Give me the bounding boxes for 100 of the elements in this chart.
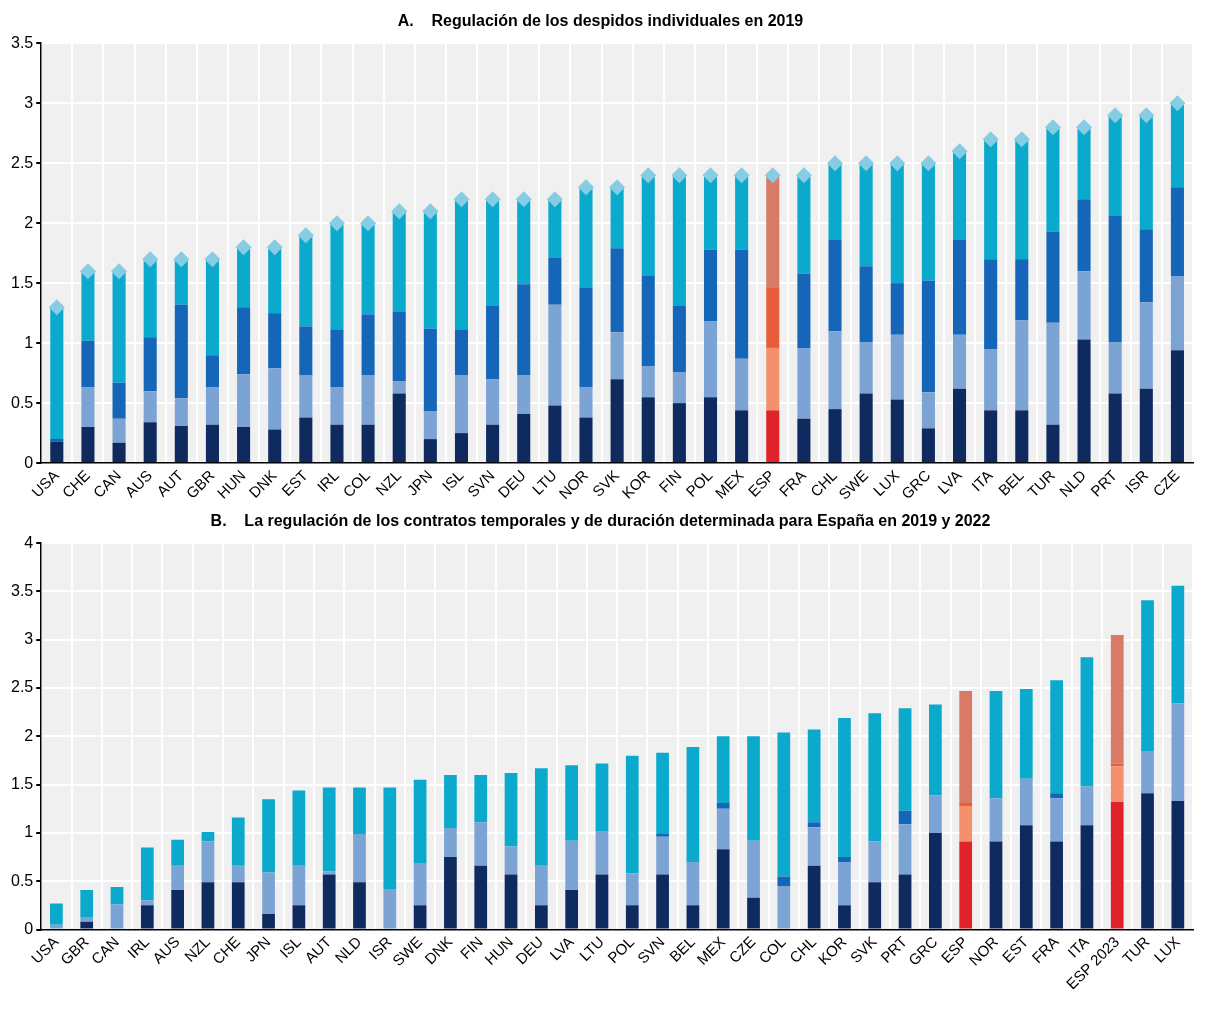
bar	[330, 223, 344, 330]
point	[546, 191, 563, 208]
point	[795, 167, 812, 184]
bar	[959, 841, 973, 929]
bar	[656, 874, 669, 929]
bar	[534, 865, 548, 906]
bar	[828, 331, 842, 410]
bar	[1139, 115, 1153, 230]
point	[640, 167, 657, 184]
bar	[454, 433, 469, 463]
bar	[641, 275, 655, 366]
bar	[1108, 215, 1122, 342]
bar	[672, 175, 686, 306]
bar	[1171, 703, 1185, 802]
point	[422, 203, 439, 220]
bar	[766, 287, 780, 348]
point	[1107, 107, 1124, 124]
bar	[474, 865, 488, 929]
x-tick-label: ISR	[1121, 466, 1152, 497]
y-tick-label: 0.5	[10, 393, 34, 411]
bar	[110, 887, 124, 905]
bar	[504, 773, 518, 847]
bar	[686, 746, 700, 862]
bar	[423, 439, 437, 463]
bar	[1110, 766, 1124, 803]
bar	[383, 787, 397, 889]
bar	[716, 736, 730, 803]
bar	[595, 831, 609, 875]
bar	[1046, 424, 1060, 463]
bar	[747, 736, 760, 841]
bar	[205, 387, 219, 425]
bar	[625, 755, 639, 874]
bar	[262, 914, 275, 929]
bar	[984, 410, 998, 463]
bar	[174, 425, 188, 463]
bar	[231, 865, 245, 883]
bar	[353, 882, 366, 929]
y-tick-label: 1.5	[10, 775, 34, 793]
bar	[1046, 322, 1060, 425]
bar	[231, 817, 245, 866]
bar	[140, 847, 154, 901]
bar	[1110, 802, 1124, 929]
point	[515, 191, 532, 208]
bar	[625, 873, 639, 906]
bar	[1139, 229, 1153, 303]
y-tick-label: 3.5	[10, 581, 34, 599]
x-tick-label: FIN	[456, 932, 486, 963]
bar	[828, 239, 842, 332]
point	[889, 155, 906, 172]
bar	[929, 704, 942, 796]
bar	[1046, 231, 1060, 323]
bar	[1077, 127, 1091, 200]
bar	[268, 247, 282, 314]
bar	[921, 280, 935, 393]
bar	[81, 340, 95, 388]
bar	[953, 151, 967, 240]
bar	[989, 690, 1003, 799]
x-tick-label: FRA	[775, 466, 809, 500]
bar	[641, 365, 655, 398]
x-tick-label: LVA	[546, 932, 577, 964]
bar	[392, 311, 406, 382]
bar	[656, 752, 669, 834]
bar	[777, 886, 791, 929]
point	[360, 215, 377, 232]
bar	[548, 257, 562, 305]
bar	[174, 398, 188, 426]
x-tick-label: LTU	[528, 466, 560, 498]
bar	[444, 828, 457, 858]
bar	[299, 235, 313, 327]
bar	[50, 307, 64, 440]
bar	[868, 882, 882, 929]
x-tick-label: FIN	[655, 466, 685, 496]
bar	[454, 199, 469, 330]
bar	[413, 863, 427, 906]
bar	[534, 905, 548, 929]
bar	[474, 822, 488, 866]
bar	[921, 392, 935, 429]
bar	[797, 347, 811, 419]
x-tick-label: ITA	[1064, 932, 1092, 961]
bar	[747, 897, 760, 929]
bar	[807, 827, 821, 866]
bar	[1077, 271, 1091, 340]
bar	[1019, 825, 1033, 929]
bar	[486, 379, 500, 425]
bar	[610, 332, 624, 380]
y-tick-label: 4	[24, 533, 34, 551]
point	[111, 263, 128, 280]
point	[1169, 95, 1186, 112]
bar	[1141, 793, 1154, 929]
bar	[766, 347, 780, 411]
bar	[686, 905, 700, 929]
bar	[565, 840, 579, 890]
bar	[735, 358, 749, 411]
bar	[143, 391, 157, 423]
bar	[735, 249, 749, 359]
point	[297, 227, 314, 244]
bar	[1077, 199, 1091, 272]
chart-title: A. Regulación de los despidos individuales en 2019	[397, 12, 804, 30]
bar	[231, 882, 245, 929]
bar	[898, 810, 912, 825]
